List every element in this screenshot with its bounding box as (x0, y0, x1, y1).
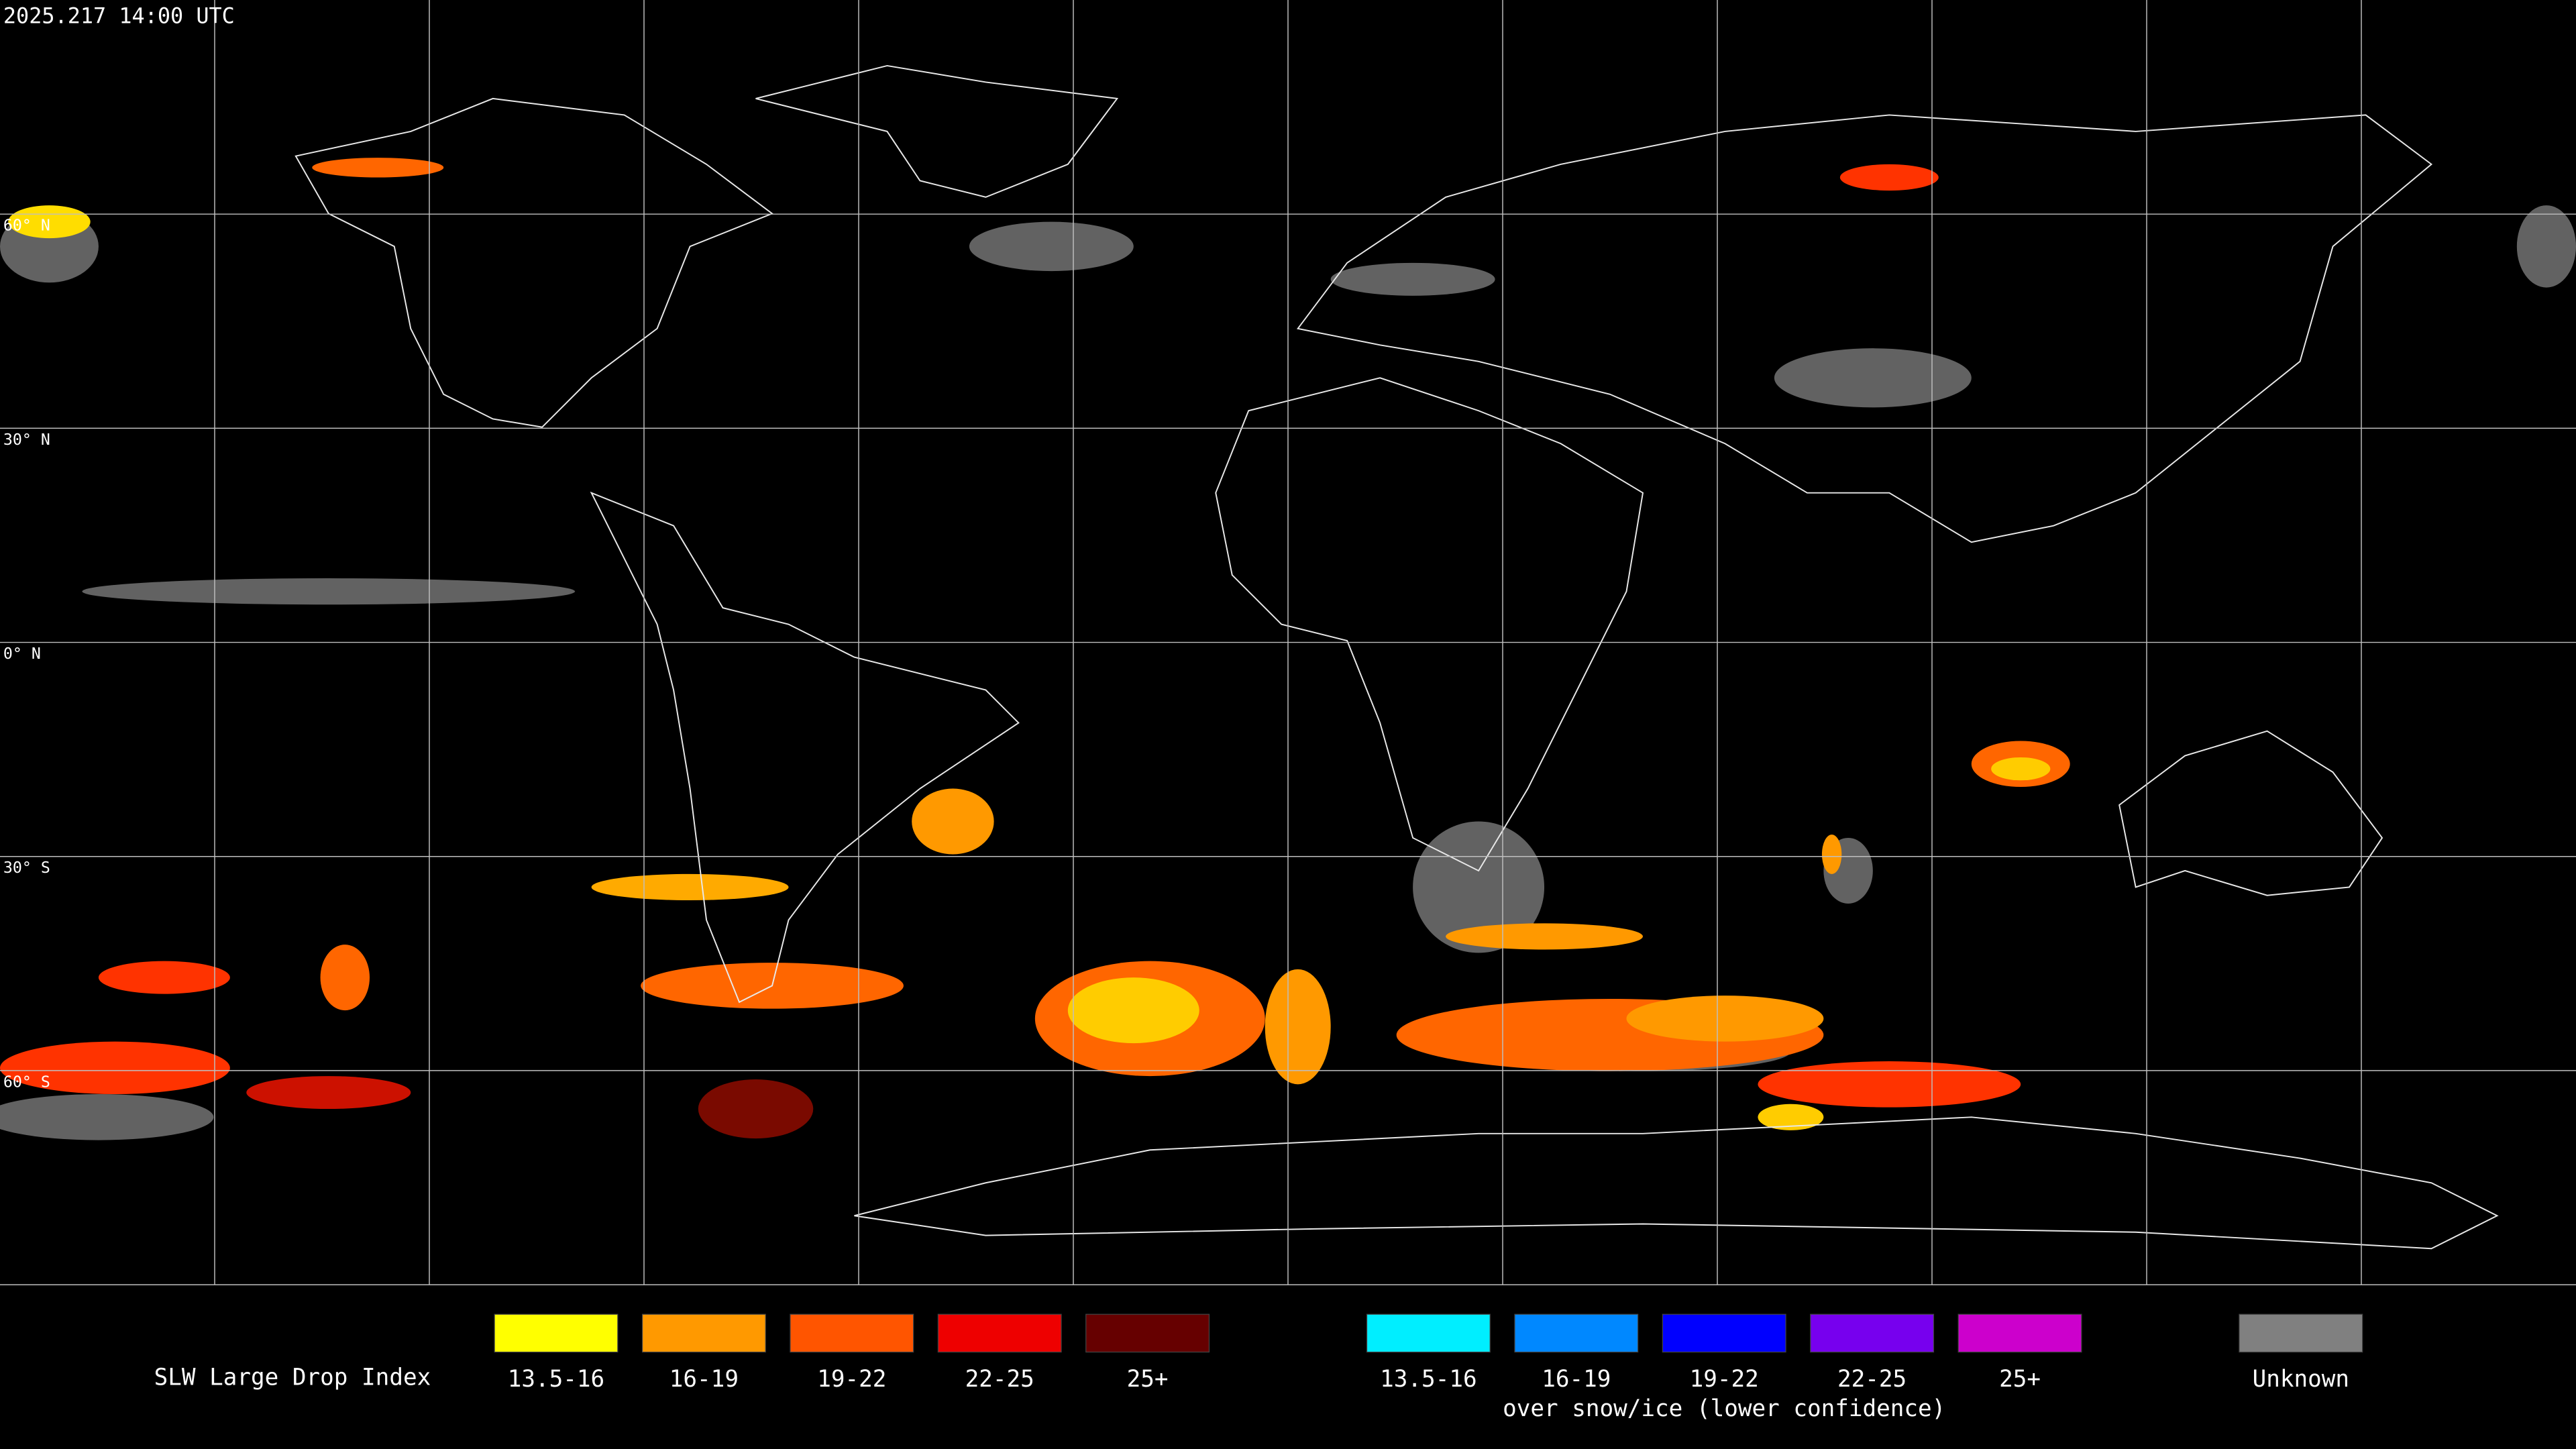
legend-label: 16-19 (669, 1366, 739, 1393)
map: 2025.217 14:00 UTC 60° N30° N0° N30° S60… (0, 0, 2576, 1285)
latitude-labels: 60° N 30° N 0° N 30° S 60° S (3, 217, 50, 1091)
legend-label: 13.5-16 (1380, 1366, 1477, 1393)
legend-label: 22-25 (1837, 1366, 1907, 1393)
legend-swatch (1810, 1313, 1935, 1353)
legend: SLW Large Drop Index 13.5-16 16-19 19-22 22… (154, 1313, 2363, 1422)
legend-swatch (2239, 1313, 2363, 1353)
legend-label: 13.5-16 (508, 1366, 604, 1393)
coastlines (294, 64, 2499, 1250)
legend-title: SLW Large Drop Index (154, 1364, 431, 1391)
gray-cloud-areas (0, 205, 2576, 1140)
legend-label: 16-19 (1542, 1366, 1611, 1393)
legend-label: 25+ (1999, 1366, 2041, 1393)
legend-swatch (494, 1313, 619, 1353)
legend-swatch (1662, 1313, 1786, 1353)
legend-swatch (1514, 1313, 1639, 1353)
legend-label: 22-25 (965, 1366, 1034, 1393)
legend-swatch (641, 1313, 766, 1353)
precip-areas (0, 158, 2070, 1139)
latitude-label: 60° S (3, 1073, 50, 1091)
latitude-label: 0° N (3, 645, 41, 663)
legend-swatch (937, 1313, 1062, 1353)
legend-swatch (1957, 1313, 2082, 1353)
legend-label: 19-22 (1690, 1366, 1759, 1393)
legend-swatch (1085, 1313, 1210, 1353)
legend-caption: over snow/ice (lower confidence) (1503, 1395, 1945, 1422)
latitude-label: 30° S (3, 859, 50, 877)
legend-swatch (790, 1313, 914, 1353)
timestamp: 2025.217 14:00 UTC (3, 3, 235, 28)
legend-label: 25+ (1127, 1366, 1169, 1393)
legend-label: 19-22 (817, 1366, 886, 1393)
graticule (0, 0, 2576, 1285)
latitude-label: 60° N (3, 217, 50, 235)
legend-swatch (1366, 1313, 1491, 1353)
legend-label: Unknown (2253, 1366, 2349, 1393)
latitude-label: 30° N (3, 431, 50, 449)
